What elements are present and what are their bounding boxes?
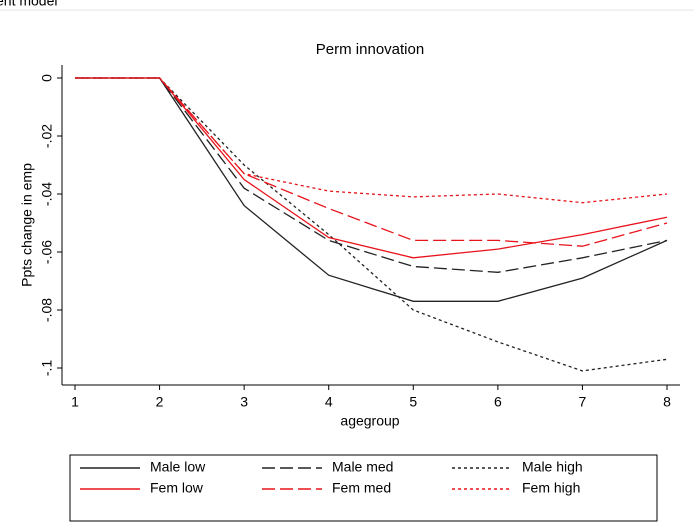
- x-axis-label: agegroup: [340, 413, 399, 429]
- x-tick-label: 4: [325, 394, 333, 410]
- series-line: [75, 77, 668, 204]
- legend-label: Fem med: [332, 480, 391, 496]
- x-tick-label: 8: [663, 394, 671, 410]
- x-tick-label: 1: [71, 394, 79, 410]
- x-tick-label: 7: [579, 394, 587, 410]
- y-tick-label: -.08: [39, 298, 55, 322]
- series-line: [75, 77, 668, 259]
- header: ent model: [0, 0, 57, 9]
- y-tick-label: -.02: [39, 124, 55, 148]
- legend-box: [69, 454, 658, 522]
- legend-label: Male high: [522, 459, 583, 475]
- x-tick-label: 3: [240, 394, 248, 410]
- legend-label: Fem high: [522, 480, 580, 496]
- legend-label: Fem low: [150, 480, 204, 496]
- legend-label: Male low: [150, 459, 206, 475]
- x-tick-label: 5: [409, 394, 417, 410]
- series-line: [75, 77, 668, 273]
- y-tick-label: 0: [39, 74, 55, 82]
- series-line: [75, 77, 668, 372]
- y-axis-label: Ppts change in emp: [19, 163, 35, 287]
- y-tick-label: -.1: [39, 360, 55, 377]
- chart-title: Perm innovation: [316, 41, 424, 58]
- x-tick-label: 6: [494, 394, 502, 410]
- y-tick-label: -.06: [39, 240, 55, 264]
- x-tick-label: 2: [156, 394, 164, 410]
- series-line: [75, 77, 668, 302]
- legend-label: Male med: [332, 459, 393, 475]
- series-line: [75, 77, 668, 247]
- y-tick-label: -.04: [39, 182, 55, 206]
